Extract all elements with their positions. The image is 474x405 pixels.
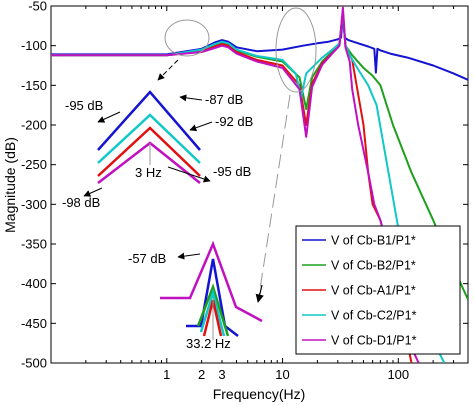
inset-3hz-blue (97, 90, 201, 151)
y-tick-label: -300 (21, 197, 47, 212)
y-tick-label: -450 (21, 316, 47, 331)
x-tick-label: 2 (198, 367, 205, 382)
series-line-5 (51, 6, 420, 363)
x-tick-label: 100 (387, 367, 409, 382)
y-axis-title: Magnitude (dB) (2, 137, 18, 233)
annotation-label: 3 Hz (135, 165, 162, 180)
annotation-label: -95 dB (213, 164, 251, 179)
annotation-label: -87 dB (205, 92, 243, 107)
inset-33hz-blue (186, 258, 239, 337)
y-tick-label: -500 (21, 356, 47, 371)
ann-arrow (97, 111, 121, 123)
inset-33hz-green (196, 283, 230, 337)
zoom-ellipse-33hz (275, 7, 317, 93)
ann-arrow (167, 166, 211, 183)
inset-3hz: -95 dB -87 dB -92 dB -95 dB -98 dB 3 Hz (62, 90, 253, 210)
y-tick-label: -150 (21, 78, 47, 93)
x-tick-label: 3 (218, 367, 225, 382)
y-tick-label: -200 (21, 118, 47, 133)
y-tick-label: -100 (21, 38, 47, 53)
inset-33hz: -57 dB 33.2 Hz (128, 240, 263, 351)
legend-label: V of Cb-C2/P1* (331, 309, 417, 323)
annotation-label: 33.2 Hz (186, 336, 231, 351)
y-tick-label: -250 (21, 157, 47, 172)
legend-label: V of Cb-B1/P1* (331, 234, 416, 248)
x-axis-title: Frequency(Hz) (213, 386, 306, 402)
zoom-arrow-3hz (157, 59, 179, 81)
inset-3hz-cyan (97, 113, 201, 164)
x-tick-label: 1 (163, 367, 170, 382)
annotation-label: -92 dB (215, 114, 253, 129)
series-line-4 (51, 11, 446, 363)
inset-3hz-red (97, 126, 201, 177)
inset-33hz-magenta (160, 240, 263, 323)
ann-arrow (189, 121, 213, 132)
y-axis: -50 -100 -150 -200 -250 -300 -350 -400 -450 -500 (21, 0, 468, 371)
x-tick-label: 10 (275, 367, 289, 382)
annotation-label: -57 dB (128, 251, 166, 266)
y-tick-label: -50 (28, 0, 47, 14)
ann-arrow (83, 187, 103, 197)
annotation-label: -98 dB (62, 195, 100, 210)
legend: V of Cb-B1/P1* V of Cb-B2/P1* V of Cb-A1/P… (295, 225, 461, 355)
annotation-label: -95 dB (65, 98, 103, 113)
legend-label: V of Cb-A1/P1* (331, 284, 416, 298)
ann-arrow (179, 94, 203, 102)
zoom-arrow-33hz-head (255, 284, 264, 303)
series-lines (51, 6, 468, 363)
y-tick-label: -350 (21, 237, 47, 252)
zoom-arrow-33hz (257, 94, 291, 303)
inset-33hz-cyan (199, 288, 226, 337)
zoom-ellipse-3hz (164, 19, 210, 57)
x-axis: 1 2 3 10 100 (50, 6, 469, 382)
legend-label: V of Cb-D1/P1* (331, 334, 417, 348)
legend-label: V of Cb-B2/P1* (331, 259, 416, 273)
ann-arrow (177, 252, 201, 260)
y-tick-label: -400 (21, 276, 47, 291)
